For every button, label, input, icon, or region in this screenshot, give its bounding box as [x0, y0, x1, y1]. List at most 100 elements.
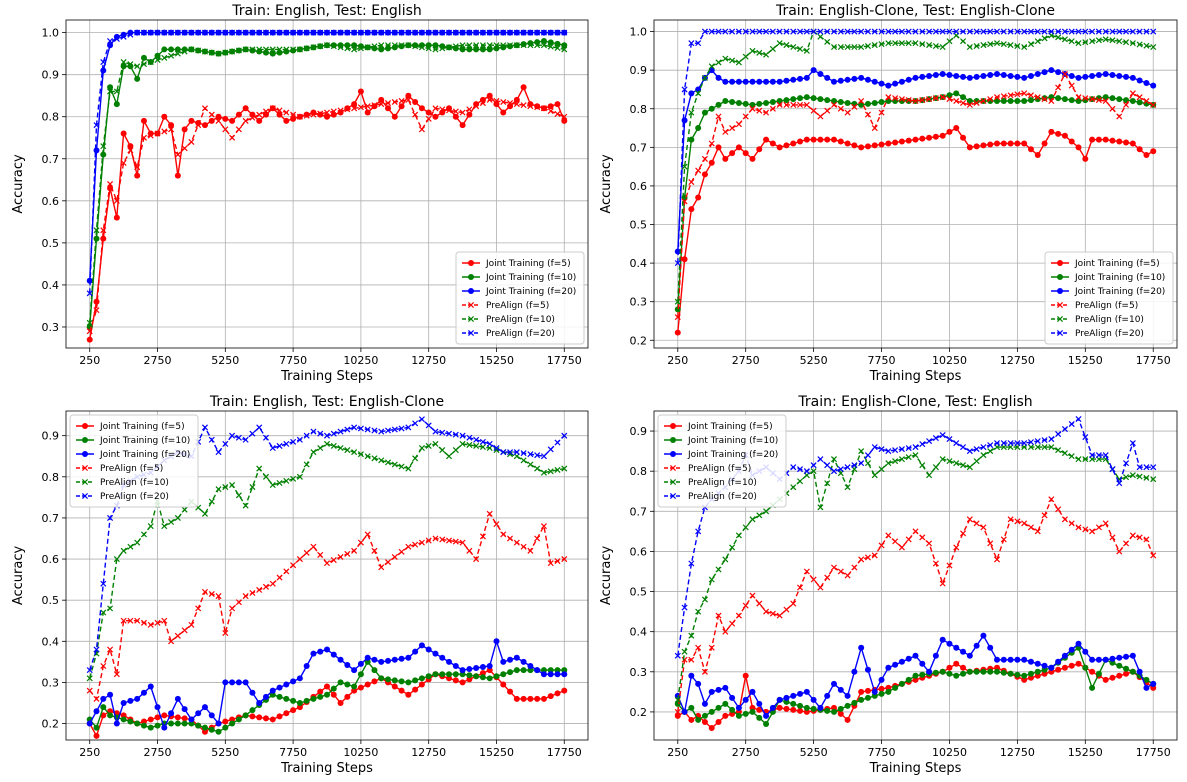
data-point — [534, 465, 541, 472]
data-point — [790, 464, 797, 471]
data-point — [742, 524, 749, 531]
data-point — [817, 28, 824, 35]
data-point — [1150, 680, 1157, 687]
legend-label: Joint Training (f=20) — [99, 450, 190, 460]
data-point — [1014, 28, 1021, 35]
data-point — [1075, 94, 1082, 101]
data-point — [695, 40, 702, 47]
data-point — [810, 462, 817, 469]
data-point — [507, 449, 514, 456]
data-point — [871, 28, 878, 35]
data-point — [459, 109, 466, 116]
data-point — [100, 59, 107, 66]
data-point — [174, 151, 181, 158]
data-point — [864, 143, 871, 150]
data-point — [878, 542, 885, 549]
data-point — [93, 147, 100, 154]
data-point — [439, 671, 446, 678]
data-point — [1021, 43, 1028, 51]
data-point — [858, 144, 865, 151]
data-point — [507, 688, 514, 695]
data-point — [1095, 97, 1102, 104]
data-point — [783, 42, 790, 49]
y-tick-label: 0.2 — [630, 706, 648, 719]
plot-frame — [65, 410, 589, 741]
data-point — [276, 111, 283, 118]
data-point — [1082, 39, 1089, 46]
y-axis-label: Accuracy — [11, 546, 26, 606]
data-point — [256, 424, 263, 431]
data-point — [222, 29, 229, 36]
data-point — [547, 39, 554, 46]
data-point — [500, 98, 507, 106]
data-point — [735, 712, 742, 719]
data-point — [817, 136, 824, 143]
data-point — [1150, 28, 1157, 35]
data-point — [688, 90, 695, 97]
data-point — [1055, 28, 1062, 35]
data-point — [722, 98, 729, 105]
data-point — [500, 681, 507, 688]
data-point — [86, 319, 93, 326]
data-point — [763, 99, 770, 106]
data-point — [946, 71, 953, 78]
data-point — [1068, 28, 1075, 35]
data-point — [973, 28, 980, 35]
data-point — [371, 455, 378, 462]
y-tick-label: 1.0 — [630, 26, 648, 39]
data-point — [1000, 98, 1007, 105]
data-point — [763, 51, 770, 58]
legend-label: Joint Training (f=20) — [485, 287, 576, 297]
data-point — [154, 52, 161, 59]
data-point — [763, 109, 770, 116]
data-point — [953, 125, 960, 132]
data-point — [1095, 524, 1102, 531]
data-point — [425, 646, 432, 653]
data-point — [500, 29, 507, 36]
data-point — [824, 692, 831, 699]
data-point — [452, 662, 459, 669]
data-point — [1041, 35, 1048, 42]
data-point — [276, 107, 283, 114]
data-point — [188, 716, 195, 723]
data-point — [708, 63, 715, 70]
data-point — [242, 46, 249, 53]
data-point — [222, 630, 229, 637]
legend-marker — [82, 437, 88, 443]
data-point — [384, 42, 392, 49]
data-point — [296, 46, 303, 53]
data-point — [466, 547, 473, 554]
data-point — [561, 46, 568, 53]
data-point — [1143, 98, 1150, 105]
data-point — [756, 714, 763, 721]
data-point — [120, 63, 127, 70]
data-point — [946, 664, 953, 671]
data-point — [1027, 439, 1034, 446]
data-point — [174, 720, 181, 727]
data-point — [398, 463, 405, 470]
y-tick-label: 0.8 — [42, 471, 60, 484]
data-point — [803, 74, 810, 81]
data-point — [303, 662, 310, 669]
data-point — [107, 605, 114, 612]
data-point — [892, 684, 899, 691]
data-point — [310, 449, 317, 456]
data-point — [242, 117, 249, 124]
data-point — [919, 97, 926, 104]
data-point — [715, 704, 722, 711]
legend-marker — [670, 423, 676, 429]
data-point — [864, 666, 871, 673]
data-point — [1068, 82, 1075, 89]
data-point — [1055, 84, 1062, 91]
data-point — [520, 41, 527, 48]
data-point — [466, 106, 473, 113]
data-point — [276, 49, 283, 56]
series-line-joint-training-f-20 — [89, 31, 565, 281]
data-point — [513, 42, 520, 49]
data-point — [317, 111, 324, 118]
data-point — [235, 716, 242, 723]
data-point — [513, 654, 520, 661]
data-point — [324, 691, 330, 698]
data-point — [412, 99, 419, 105]
data-point — [391, 42, 398, 49]
